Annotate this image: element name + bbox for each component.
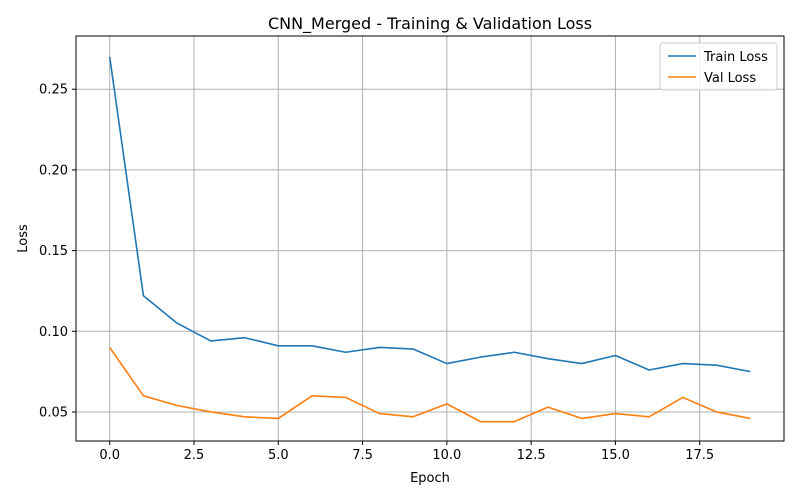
legend-label-train-loss: Train Loss — [703, 50, 768, 65]
y-tick-label: 0.05 — [39, 405, 68, 420]
y-axis-title: Loss — [16, 224, 31, 253]
x-tick-label: 7.5 — [352, 448, 373, 463]
series-lines — [108, 56, 751, 423]
x-axis-ticks: 0.0 2.5 5.0 7.5 10.0 12.5 15.0 17.5 — [99, 441, 714, 463]
y-tick-label: 0.15 — [39, 244, 68, 259]
legend-label-val-loss: Val Loss — [704, 71, 756, 86]
series-line-train-loss — [108, 56, 751, 373]
x-tick-label: 0.0 — [99, 448, 120, 463]
x-tick-label: 12.5 — [517, 448, 546, 463]
y-axis-ticks: 0.05 0.10 0.15 0.20 0.25 — [39, 83, 76, 420]
y-tick-label: 0.20 — [39, 163, 68, 178]
chart-title: CNN_Merged - Training & Validation Loss — [268, 14, 592, 34]
y-tick-label: 0.10 — [39, 325, 68, 340]
legend-box — [659, 42, 778, 91]
grid-lines — [76, 36, 784, 441]
x-tick-label: 2.5 — [184, 448, 205, 463]
x-tick-label: 17.5 — [685, 448, 714, 463]
series-line-val-loss — [109, 346, 751, 423]
x-axis-title: Epoch — [410, 471, 450, 486]
x-tick-label: 5.0 — [268, 448, 289, 463]
x-tick-label: 10.0 — [432, 448, 461, 463]
y-tick-label: 0.25 — [39, 83, 68, 98]
plot-frame — [75, 35, 785, 442]
legend: Train Loss Val Loss — [659, 42, 778, 91]
x-tick-label: 15.0 — [601, 448, 630, 463]
